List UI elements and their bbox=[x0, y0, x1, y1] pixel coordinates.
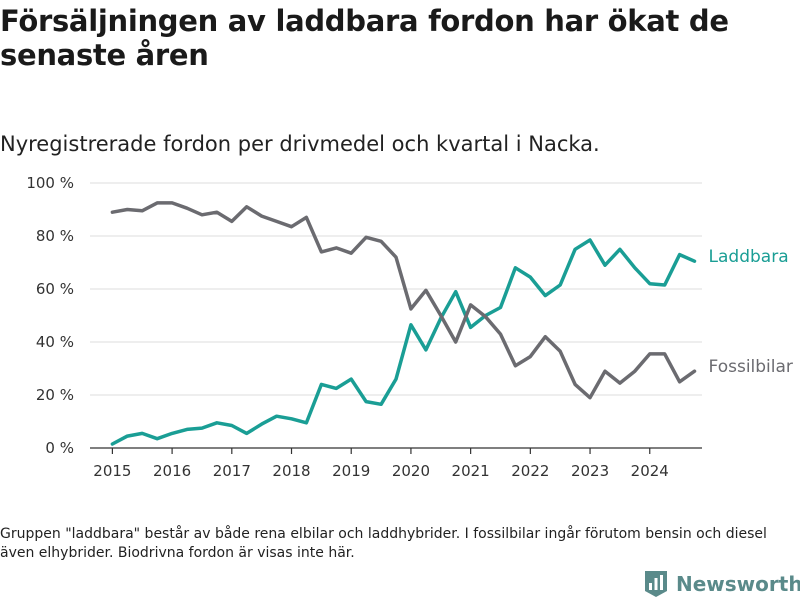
x-tick-label: 2020 bbox=[392, 462, 430, 480]
x-tick-label: 2023 bbox=[571, 462, 609, 480]
series-lines bbox=[110, 201, 697, 446]
x-tick-label: 2021 bbox=[452, 462, 490, 480]
series-line-fossilbilar bbox=[110, 201, 697, 400]
x-axis-ticks: 2015 2016 2017 2018 2019 2020 2021 2022 2023 2024 bbox=[93, 448, 669, 480]
y-tick-label: 20 % bbox=[36, 386, 74, 404]
x-tick-label: 2022 bbox=[511, 462, 549, 480]
gridlines bbox=[90, 182, 702, 396]
x-tick-label: 2018 bbox=[272, 462, 310, 480]
x-tick-label: 2019 bbox=[332, 462, 370, 480]
brand-name: Newsworthy bbox=[676, 572, 800, 596]
brand-logo[interactable]: Newsworthy bbox=[644, 570, 800, 598]
series-line-laddbara bbox=[110, 238, 697, 446]
chart-subtitle: Nyregistrerade fordon per drivmedel och … bbox=[0, 132, 600, 156]
footnote: Gruppen "laddbara" består av både rena e… bbox=[0, 526, 767, 561]
y-tick-label: 100 % bbox=[26, 174, 74, 192]
chart-title: Försäljningen av laddbara fordon har öka… bbox=[0, 4, 729, 72]
y-tick-label: 60 % bbox=[36, 280, 74, 298]
y-axis-ticks: 0 % 20 % 40 % 60 % 80 % 100 % bbox=[26, 174, 74, 457]
x-tick-label: 2017 bbox=[213, 462, 251, 480]
x-tick-label: 2024 bbox=[631, 462, 669, 480]
y-tick-label: 40 % bbox=[36, 333, 74, 351]
x-tick-label: 2016 bbox=[153, 462, 191, 480]
y-tick-label: 80 % bbox=[36, 227, 74, 245]
series-label-laddbara: Laddbara bbox=[709, 247, 789, 267]
series-labels: Laddbara Fossilbilar bbox=[709, 247, 793, 377]
line-chart: 0 %20 %40 %60 %80 %100 % 2015 2016 2017 201… bbox=[26, 174, 793, 480]
x-tick-label: 2015 bbox=[93, 462, 131, 480]
bar-chart-logo-icon bbox=[645, 571, 667, 597]
y-tick-label: 0 % bbox=[45, 439, 74, 457]
series-label-fossilbilar: Fossilbilar bbox=[709, 357, 793, 377]
